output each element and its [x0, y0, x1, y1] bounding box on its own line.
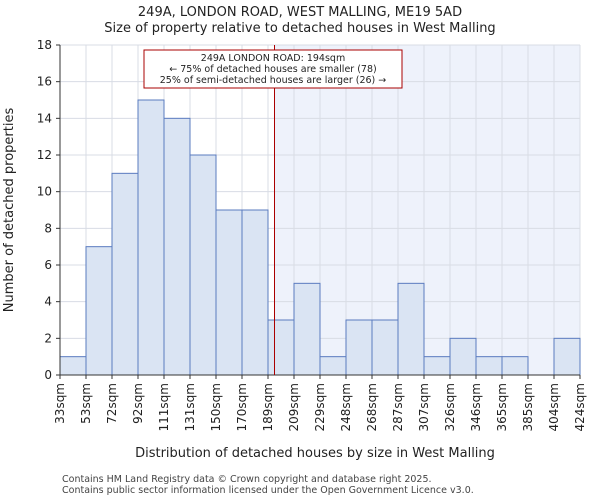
x-tick-label: 365sqm — [495, 383, 509, 431]
x-tick-label: 385sqm — [521, 383, 535, 431]
bar — [111, 172, 139, 376]
bar — [215, 209, 243, 376]
x-tick-label: 170sqm — [235, 383, 249, 431]
y-tick-label: 6 — [44, 258, 52, 272]
x-tick-label: 111sqm — [157, 383, 171, 431]
bar — [319, 356, 347, 376]
x-tick-label: 326sqm — [443, 383, 457, 431]
chart-subtitle: Size of property relative to detached ho… — [104, 21, 495, 36]
y-tick-label: 12 — [37, 148, 52, 162]
highlight-region — [274, 45, 580, 375]
x-tick-label: 131sqm — [183, 383, 197, 431]
bar — [293, 282, 321, 376]
x-tick-label: 150sqm — [209, 383, 223, 431]
x-tick-label: 209sqm — [287, 383, 301, 431]
x-axis-label: Distribution of detached houses by size … — [135, 446, 495, 461]
chart-title: 249A, LONDON ROAD, WEST MALLING, ME19 5A… — [138, 5, 462, 20]
footer-line-1: Contains HM Land Registry data © Crown c… — [62, 474, 432, 485]
x-tick-label: 307sqm — [417, 383, 431, 431]
bar — [267, 319, 295, 376]
footer-line-2: Contains public sector information licen… — [62, 485, 474, 496]
y-tick-label: 10 — [37, 185, 52, 199]
x-tick-label: 92sqm — [131, 383, 145, 424]
x-tick-label: 72sqm — [105, 383, 119, 424]
bar — [371, 319, 399, 376]
bar — [59, 356, 87, 376]
y-tick-label: 16 — [37, 75, 52, 89]
y-axis-label: Number of detached properties — [2, 108, 17, 313]
bar — [163, 117, 191, 376]
x-tick-label: 287sqm — [391, 383, 405, 431]
bar — [241, 209, 269, 376]
y-tick-label: 14 — [37, 111, 52, 125]
x-tick-label: 229sqm — [313, 383, 327, 431]
annotation-box: 249A LONDON ROAD: 194sqm ← 75% of detach… — [143, 49, 403, 89]
x-tick-label: 33sqm — [53, 383, 67, 424]
annotation-line-1: 249A LONDON ROAD: 194sqm — [201, 53, 345, 64]
x-tick-label: 268sqm — [365, 383, 379, 431]
bar — [449, 337, 477, 376]
x-tick-label: 189sqm — [261, 383, 275, 431]
y-tick-label: 18 — [37, 38, 52, 52]
bar — [501, 356, 529, 376]
bar — [345, 319, 373, 376]
x-tick-label: 404sqm — [547, 383, 561, 431]
bar — [475, 356, 503, 376]
y-tick-label: 4 — [44, 295, 52, 309]
bar — [137, 99, 165, 376]
bar — [553, 337, 581, 376]
bar — [423, 356, 451, 376]
x-tick-label: 248sqm — [339, 383, 353, 431]
bar — [189, 154, 217, 376]
y-tick-label: 0 — [44, 368, 52, 382]
x-tick-label: 53sqm — [79, 383, 93, 424]
x-tick-label: 346sqm — [469, 383, 483, 431]
y-tick-label: 8 — [44, 221, 52, 235]
bar — [85, 246, 113, 376]
y-tick-label: 2 — [44, 331, 52, 345]
bar — [397, 282, 425, 376]
annotation-line-3: 25% of semi-detached houses are larger (… — [160, 75, 387, 86]
x-tick-label: 424sqm — [573, 383, 587, 431]
annotation-line-2: ← 75% of detached houses are smaller (78… — [169, 64, 376, 75]
